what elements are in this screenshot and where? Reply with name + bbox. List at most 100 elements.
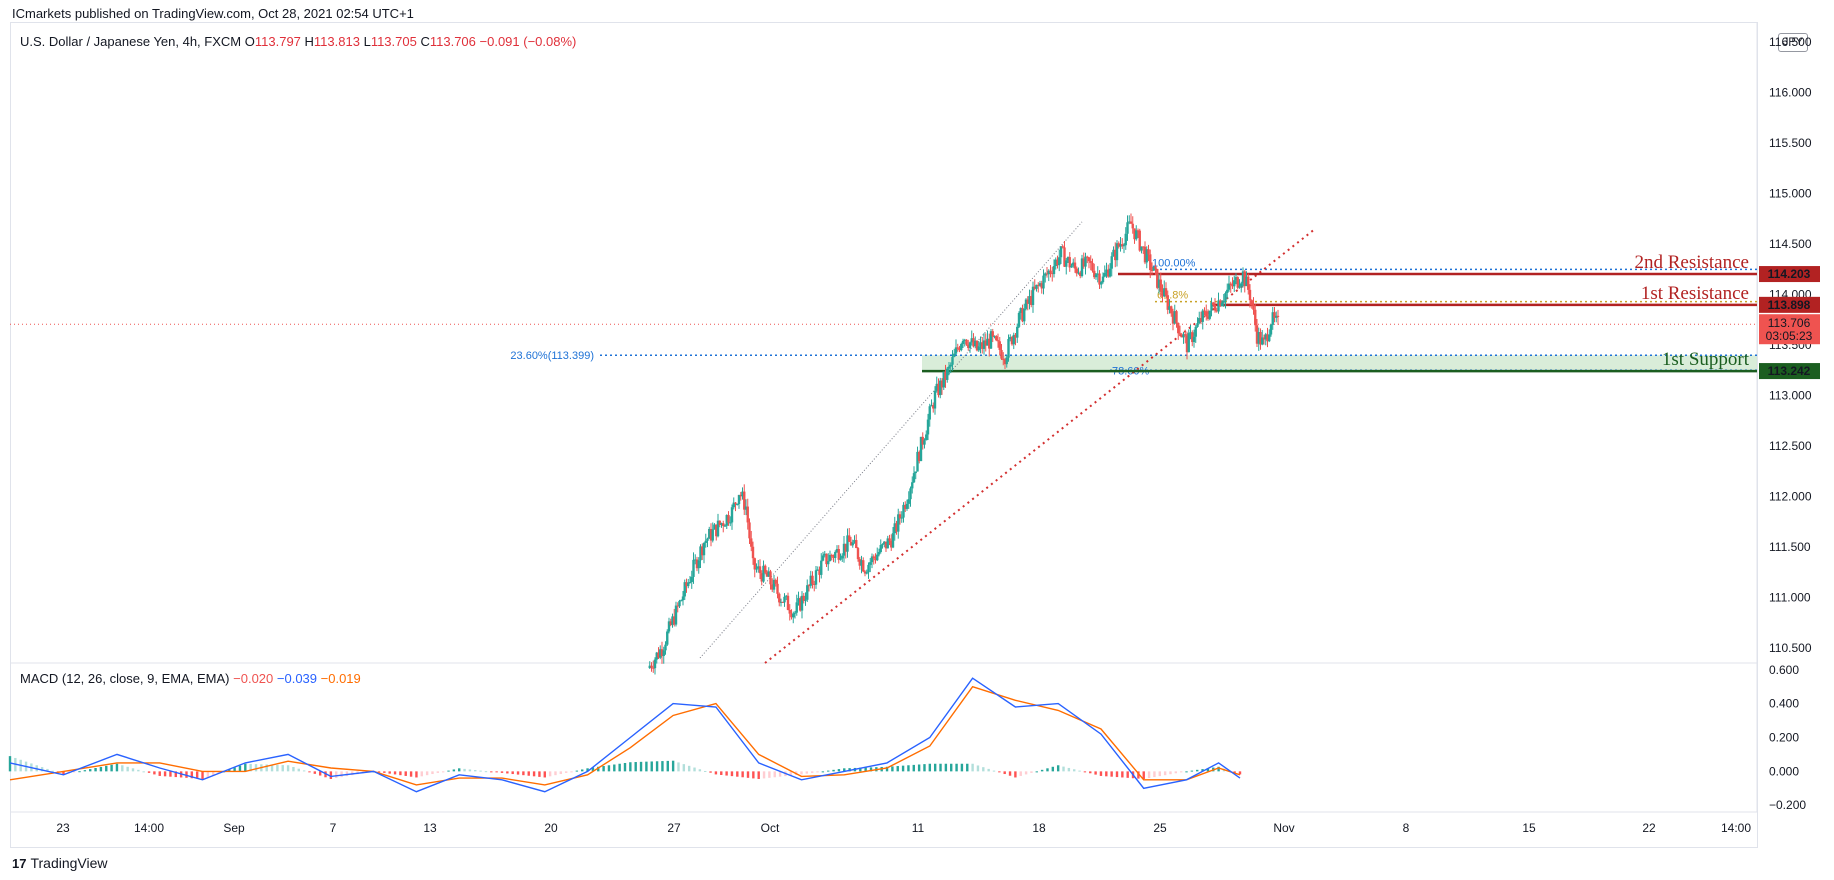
candle-body	[989, 331, 993, 349]
candle-body	[809, 575, 812, 586]
macd-hist-bar	[415, 771, 418, 778]
candle-body	[1065, 260, 1068, 267]
candle-body	[888, 538, 891, 541]
macd-hist-bar	[153, 771, 156, 775]
candle-body	[762, 565, 765, 582]
candle-body	[830, 554, 833, 557]
macd-hist-bar	[1083, 771, 1087, 773]
candle-body	[676, 605, 679, 607]
candle-body	[741, 491, 744, 497]
candle-body	[928, 406, 931, 420]
macd-y-tick-label: 0.400	[1769, 697, 1799, 711]
macd-hist-bar	[538, 771, 541, 777]
macd-hist-bar	[72, 771, 76, 773]
x-tick-label: Oct	[761, 821, 780, 835]
candle-body	[1135, 230, 1138, 240]
candle-body	[1227, 283, 1231, 290]
candle-body	[736, 504, 739, 506]
candle-body	[935, 383, 938, 391]
candle-body	[657, 652, 660, 658]
y-tick-label: 112.500	[1769, 439, 1812, 453]
candle-body	[1147, 249, 1150, 255]
candle-body	[1210, 302, 1213, 311]
macd-hist-bar	[741, 771, 744, 778]
candle-body	[816, 569, 819, 571]
candle-body	[732, 502, 735, 508]
candle-body	[1182, 334, 1185, 338]
x-tick-label: 22	[1642, 821, 1656, 835]
trend-line	[764, 228, 1316, 664]
candle-body	[748, 522, 751, 539]
candle-body	[685, 582, 688, 587]
x-tick-label: 27	[667, 821, 681, 835]
macd-hist-bar	[383, 771, 386, 773]
macd-hist-bar	[827, 770, 830, 772]
candle-body	[839, 558, 842, 560]
candle-body	[1220, 302, 1224, 307]
candle-body	[1187, 333, 1190, 353]
candle-body	[1023, 308, 1026, 322]
open-value: 113.797	[254, 34, 301, 49]
macd-hist-bar	[228, 769, 231, 772]
macd-hist-bar	[901, 765, 905, 772]
macd-hist-bar	[698, 769, 702, 772]
candle-body	[1016, 326, 1019, 338]
macd-hist-bar	[591, 767, 595, 772]
candle-body	[832, 556, 835, 558]
candle-body	[863, 571, 867, 574]
candle-body	[1243, 271, 1246, 287]
x-tick-label: 20	[544, 821, 558, 835]
macd-hist-bar	[607, 765, 611, 772]
candle-body	[951, 356, 954, 365]
candle-body	[1198, 317, 1201, 324]
candle-body	[820, 560, 823, 575]
candle-body	[858, 559, 861, 566]
macd-hist-bar	[1115, 771, 1119, 778]
candle-body	[1052, 266, 1056, 275]
macd-hist-bar	[318, 771, 322, 776]
y-tick-label: 114.500	[1769, 237, 1812, 251]
macd-hist-bar	[388, 771, 391, 774]
candle-body	[1215, 310, 1218, 312]
candle-body	[849, 541, 853, 546]
candle-body	[891, 533, 895, 548]
macd-hist-bar	[463, 768, 466, 772]
macd-hist-bar	[468, 769, 472, 772]
macd-hist-bar	[206, 771, 210, 778]
candle-body	[1175, 311, 1178, 323]
currency-badge[interactable]: JPY	[1778, 33, 1808, 52]
macd-legend[interactable]: MACD (12, 26, close, 9, EMA, EMA) −0.020…	[20, 671, 361, 686]
candle-body	[1196, 323, 1199, 327]
macd-hist-bar	[436, 771, 440, 773]
candle-body	[821, 555, 825, 561]
candle-body	[1100, 282, 1103, 285]
macd-hist-bar	[1024, 771, 1028, 775]
candle-body	[1117, 243, 1120, 247]
macd-hist-bar	[490, 771, 493, 773]
candle-body	[1093, 270, 1096, 278]
candle-body	[690, 576, 693, 582]
symbol-legend[interactable]: U.S. Dollar / Japanese Yen, 4h, FXCM O11…	[20, 34, 576, 49]
candle-body	[1131, 223, 1134, 229]
high-label: H	[304, 34, 314, 49]
candle-body	[783, 596, 786, 603]
candle-body	[1261, 337, 1264, 345]
macd-hist-bar	[960, 763, 964, 772]
x-tick-label: 8	[1403, 821, 1410, 835]
candle-body	[1219, 300, 1222, 307]
macd-hist-bar	[998, 771, 1001, 773]
candle-body	[1096, 273, 1099, 275]
candle-body	[1122, 245, 1126, 247]
candle-body	[1262, 337, 1266, 340]
macd-hist-bar	[730, 771, 734, 777]
macd-hist-bar	[1163, 771, 1167, 776]
candle-body	[911, 482, 914, 489]
candle-body	[1177, 322, 1180, 334]
candle-body	[998, 341, 1001, 350]
candle-body	[1268, 334, 1271, 342]
candle-body	[804, 599, 807, 601]
candle-body	[825, 553, 828, 565]
candle-body	[1129, 221, 1133, 224]
candle-body	[1250, 300, 1253, 305]
